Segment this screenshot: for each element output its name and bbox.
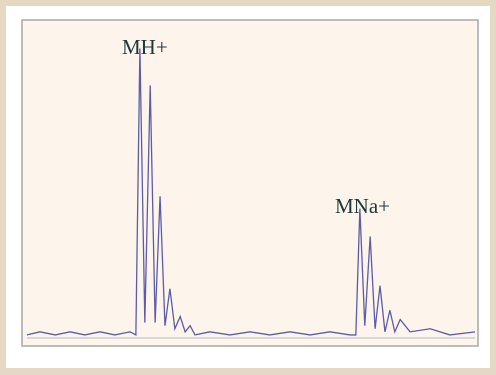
annotation: MH+ bbox=[122, 35, 168, 59]
spectrum-line bbox=[26, 48, 476, 336]
plot-panel bbox=[21, 19, 479, 347]
annotation: MNa+ bbox=[335, 194, 390, 218]
